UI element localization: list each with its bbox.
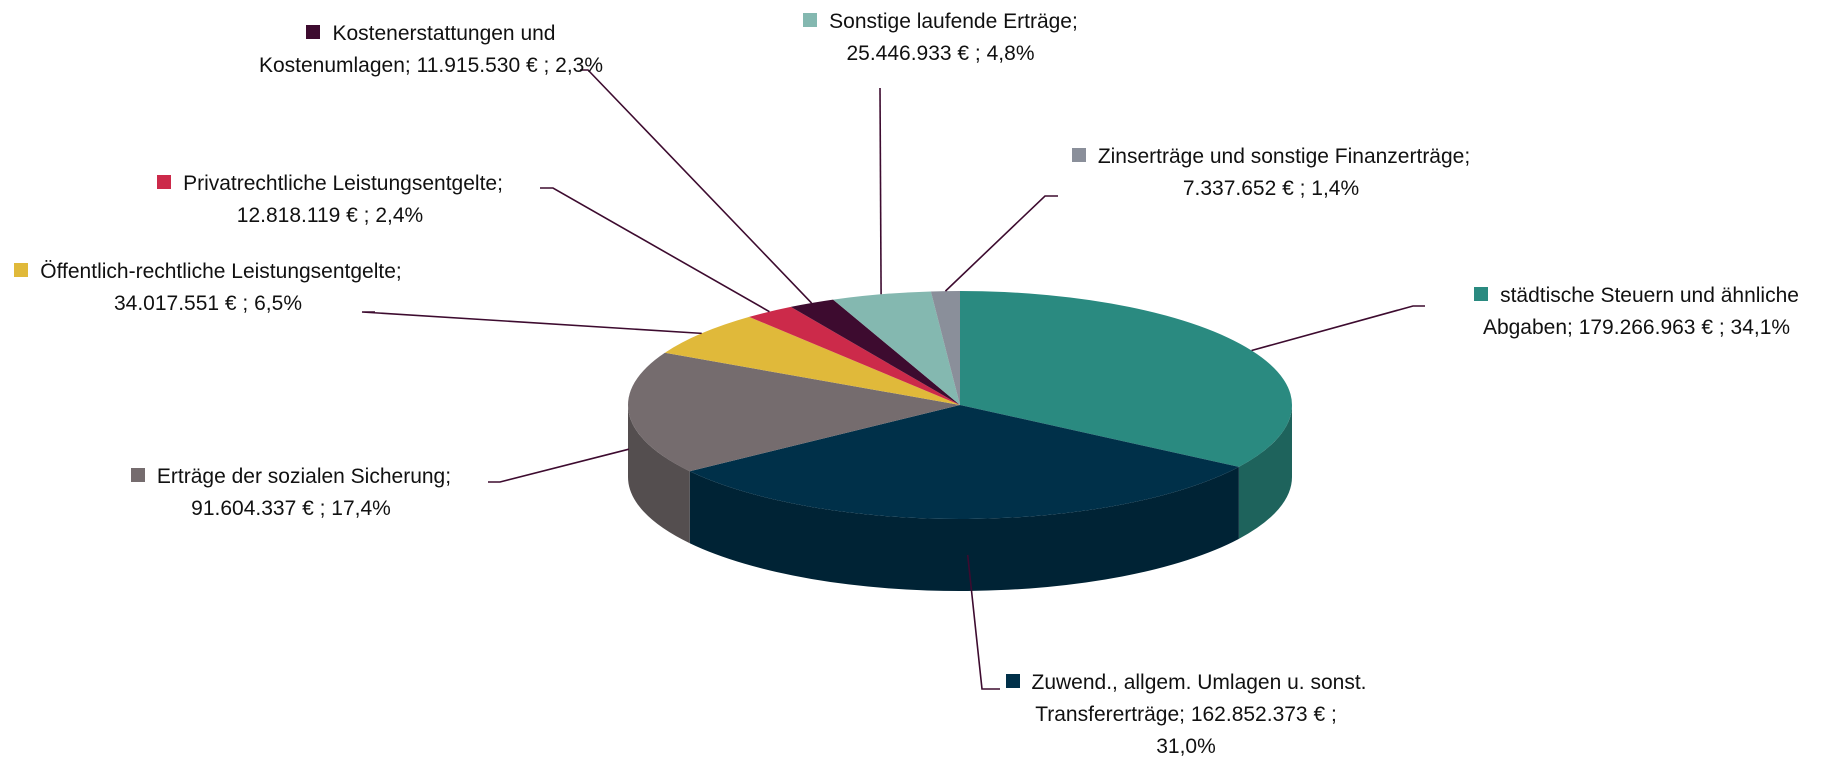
slice (833, 291, 960, 405)
value-label: 162.852.373 € ; (1190, 703, 1337, 726)
legend-swatch (1474, 287, 1489, 301)
data-label: Öffentlich-rechtliche Leistungsentgelte;… (8, 256, 408, 320)
leader-line (580, 69, 813, 304)
category-label: städtische Steuern und ähnliche Abgaben; (1482, 284, 1799, 339)
legend-swatch (130, 468, 145, 482)
value-label: 11.915.530 € ; (416, 54, 550, 77)
slice (790, 299, 960, 405)
leader-line (488, 448, 630, 483)
data-label: städtische Steuern und ähnliche Abgaben;… (1440, 280, 1833, 344)
slice-side (628, 405, 690, 544)
legend-swatch (14, 263, 29, 277)
legend-swatch (157, 175, 172, 189)
legend-swatch (1005, 674, 1020, 688)
value-label: 179.266.963 € ; (1578, 316, 1725, 339)
category-label: Privatrechtliche Leistungsentgelte; (183, 172, 503, 195)
slice (627, 352, 960, 472)
category-label: Kostenerstattungen und Kostenumlagen; (258, 22, 556, 77)
percent-label: 2,4% (375, 204, 424, 227)
category-label: Erträge der sozialen Sicherung; (156, 465, 452, 488)
value-label: 91.604.337 € ; (191, 497, 326, 520)
legend-swatch (803, 13, 818, 27)
data-label: Zinserträge und sonstige Finanzerträge; … (1066, 141, 1476, 205)
percent-label: 34,1% (1730, 316, 1791, 339)
percent-label: 31,0% (1156, 735, 1216, 758)
value-label: 34.017.551 € ; (113, 292, 249, 315)
percent-label: 6,5% (254, 292, 302, 315)
data-label: Kostenerstattungen und Kostenumlagen; 11… (236, 18, 626, 82)
data-label: Erträge der sozialen Sicherung; 91.604.3… (102, 461, 480, 525)
data-label: Zuwend., allgem. Umlagen u. sonst. Trans… (1005, 667, 1367, 763)
leader-line (361, 311, 702, 335)
legend-swatch (306, 25, 321, 39)
category-label: Öffentlich-rechtliche Leistungsentgelte; (40, 260, 402, 283)
value-label: 12.818.119 € ; (236, 204, 370, 227)
category-label: Zuwend., allgem. Umlagen u. sonst. Trans… (1031, 671, 1367, 726)
leader-line (966, 554, 1000, 690)
slice (664, 316, 960, 405)
leader-line (879, 87, 882, 295)
slice (689, 405, 1239, 519)
percent-label: 1,4% (1311, 177, 1360, 200)
value-label: 25.446.933 € ; (846, 42, 981, 65)
category-label: Sonstige laufende Erträge; (829, 10, 1078, 33)
slice (930, 291, 960, 405)
category-label: Zinserträge und sonstige Finanzerträge; (1097, 145, 1471, 168)
slice-side (689, 466, 1239, 591)
percent-label: 4,8% (986, 42, 1035, 65)
slice (749, 306, 960, 405)
value-label: 7.337.652 € ; (1182, 177, 1306, 200)
slice (960, 291, 1293, 467)
leader-line (540, 187, 770, 313)
legend-swatch (1071, 148, 1086, 162)
data-label: Privatrechtliche Leistungsentgelte; 12.8… (120, 168, 540, 232)
leader-line (1251, 305, 1425, 352)
leader-line (944, 195, 1058, 292)
percent-label: 2,3% (555, 54, 604, 77)
slice-side (1238, 405, 1292, 539)
percent-label: 17,4% (331, 497, 391, 520)
data-label: Sonstige laufende Erträge; 25.446.933 € … (778, 6, 1103, 70)
